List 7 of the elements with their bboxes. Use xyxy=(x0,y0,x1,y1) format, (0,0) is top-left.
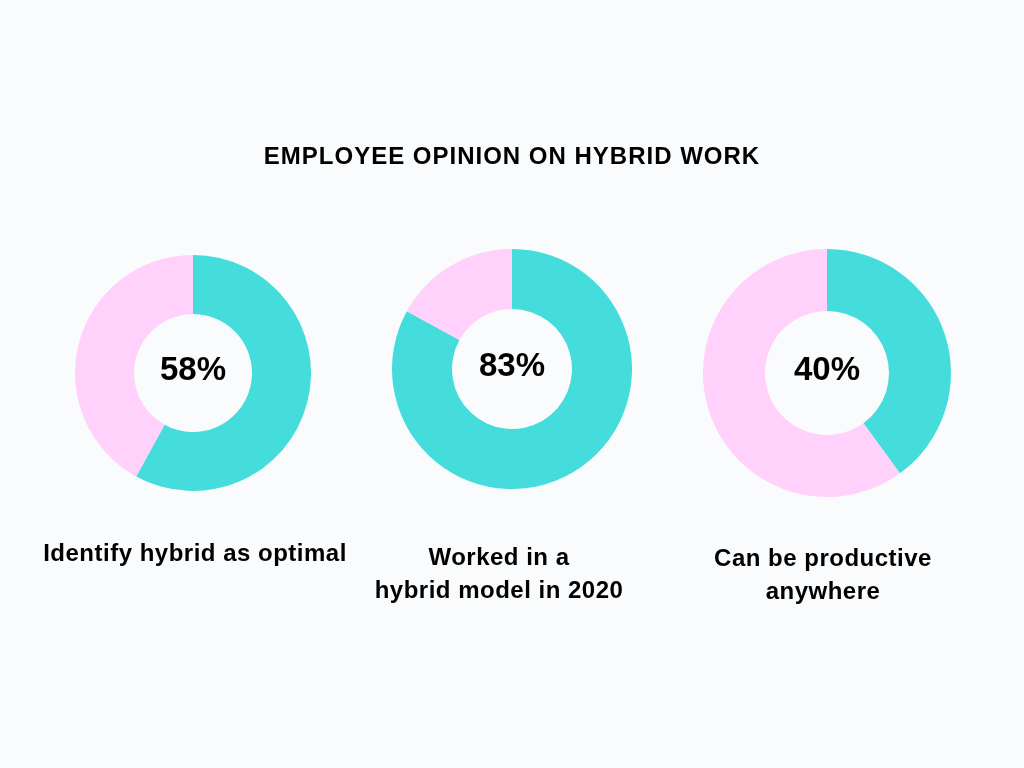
data-label: 83% xyxy=(478,346,546,384)
text: Worked in a hybrid model in 2020 xyxy=(374,543,624,603)
text: Identify hybrid as optimal xyxy=(42,538,348,568)
chart-title: EMPLOYEE OPINION ON HYBRID WORK xyxy=(262,142,762,170)
data-label: 58% xyxy=(159,350,227,388)
data-label: 40% xyxy=(793,350,861,388)
text: Can be productive anywhere xyxy=(713,543,933,606)
